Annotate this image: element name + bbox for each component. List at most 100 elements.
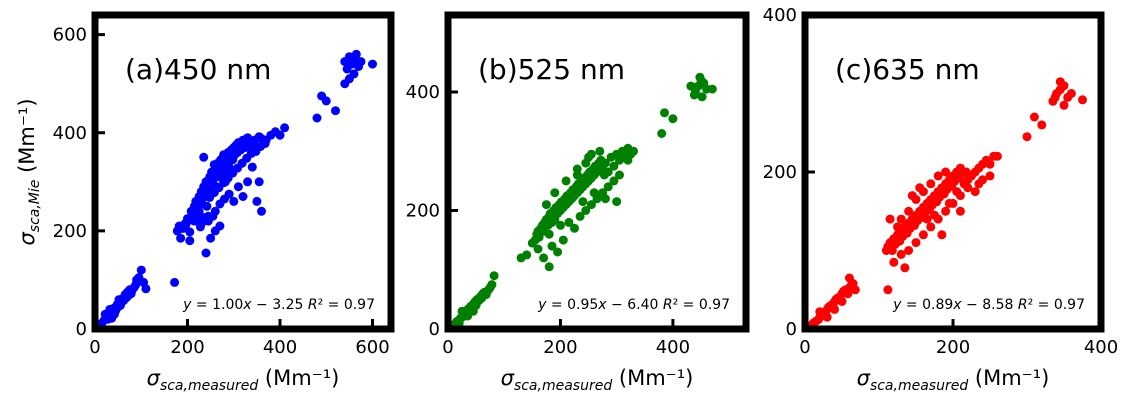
data-point	[941, 167, 951, 177]
data-point	[933, 171, 943, 181]
data-point	[368, 59, 377, 69]
x-tick-label: 0	[89, 337, 100, 358]
data-point	[561, 176, 571, 186]
data-point	[830, 304, 840, 314]
data-point	[572, 170, 582, 180]
data-point	[581, 158, 591, 168]
data-point	[247, 162, 257, 172]
y-tick-label: 400	[53, 123, 87, 144]
data-point	[686, 81, 696, 91]
data-point	[586, 200, 596, 210]
data-point	[922, 214, 932, 224]
data-point	[202, 201, 212, 211]
data-point	[553, 247, 563, 257]
data-point	[578, 197, 588, 207]
data-point	[516, 253, 526, 263]
x-tick-label: 0	[799, 337, 810, 358]
data-point	[206, 233, 216, 243]
data-point	[1078, 95, 1087, 105]
data-point	[340, 79, 350, 89]
data-point	[915, 183, 925, 193]
data-point	[351, 49, 361, 59]
data-point	[992, 151, 1002, 161]
panel-label: (b)525 nm	[478, 53, 625, 86]
data-point	[600, 194, 610, 204]
data-point	[609, 161, 619, 171]
x-tick-label: 200	[936, 337, 970, 358]
data-point	[970, 187, 980, 197]
data-point	[952, 187, 962, 197]
data-point	[321, 96, 331, 106]
data-point	[926, 222, 936, 232]
data-point	[660, 108, 669, 118]
scatter-panel-3: 0 200 400 0 200 400 (c)635 nm y = 0.89x − 8.58 …	[763, 5, 1119, 394]
data-point	[107, 313, 117, 323]
data-point	[657, 129, 667, 138]
data-point	[911, 238, 921, 248]
x-tick-label: 400	[263, 337, 297, 358]
data-point	[454, 318, 464, 328]
panel-label: (c)635 nm	[835, 53, 980, 86]
data-point	[689, 90, 699, 100]
data-point	[191, 210, 201, 220]
data-point	[1059, 100, 1069, 110]
data-point	[955, 206, 965, 216]
data-point	[1055, 77, 1065, 87]
data-point	[822, 312, 832, 322]
x-tick-label: 200	[543, 337, 577, 358]
data-point	[185, 236, 195, 246]
data-point	[141, 284, 151, 294]
data-point	[668, 114, 678, 124]
data-point	[889, 257, 899, 267]
data-point	[312, 113, 322, 123]
plot-frame	[444, 11, 750, 333]
data-point	[487, 280, 497, 290]
data-point	[201, 248, 211, 258]
scatter-panel-2: 0 200 400 0 200 400 (b)525 nm y = 0.95x − 6.40 …	[406, 11, 750, 394]
y-tick-label: 0	[786, 319, 797, 340]
data-point	[1050, 92, 1060, 102]
data-point	[185, 227, 195, 237]
y-tick-label: 600	[53, 25, 87, 46]
x-tick-label: 400	[656, 337, 690, 358]
data-point	[331, 106, 340, 116]
regression-annotation: y = 1.00x − 3.25 R² = 0.97	[182, 297, 375, 313]
y-axis-label: σsca,Mie (Mm⁻¹)	[15, 98, 43, 245]
data-points	[95, 49, 377, 331]
data-point	[468, 306, 478, 316]
data-point	[280, 123, 290, 133]
data-point	[603, 182, 613, 192]
data-point	[575, 211, 585, 221]
data-point	[252, 196, 262, 206]
data-point	[944, 198, 954, 208]
data-point	[815, 307, 825, 317]
data-point	[926, 179, 936, 189]
data-point	[257, 206, 266, 216]
data-point	[533, 244, 543, 254]
data-point	[600, 158, 610, 168]
data-point	[544, 262, 554, 272]
x-axis-label: σsca,measured (Mm⁻¹)	[147, 366, 340, 394]
data-point	[615, 170, 624, 180]
data-point	[541, 200, 551, 210]
data-point	[176, 233, 186, 243]
data-point	[904, 206, 914, 216]
data-point	[904, 246, 914, 255]
data-point	[985, 159, 995, 169]
data-point	[457, 306, 467, 316]
x-axis-label: σsca,measured (Mm⁻¹)	[857, 366, 1050, 394]
data-point	[1029, 112, 1039, 122]
data-point	[603, 167, 613, 177]
data-point	[238, 192, 248, 201]
data-point	[837, 297, 847, 306]
data-point	[581, 206, 591, 215]
data-point	[260, 139, 270, 148]
data-point	[896, 214, 906, 224]
y-tick-label: 400	[763, 5, 797, 26]
panel-label: (a)450 nm	[125, 53, 271, 86]
data-point	[937, 230, 947, 240]
data-point	[1022, 132, 1032, 142]
y-tick-label: 0	[76, 319, 87, 340]
data-point	[844, 273, 854, 283]
data-point	[570, 223, 579, 233]
